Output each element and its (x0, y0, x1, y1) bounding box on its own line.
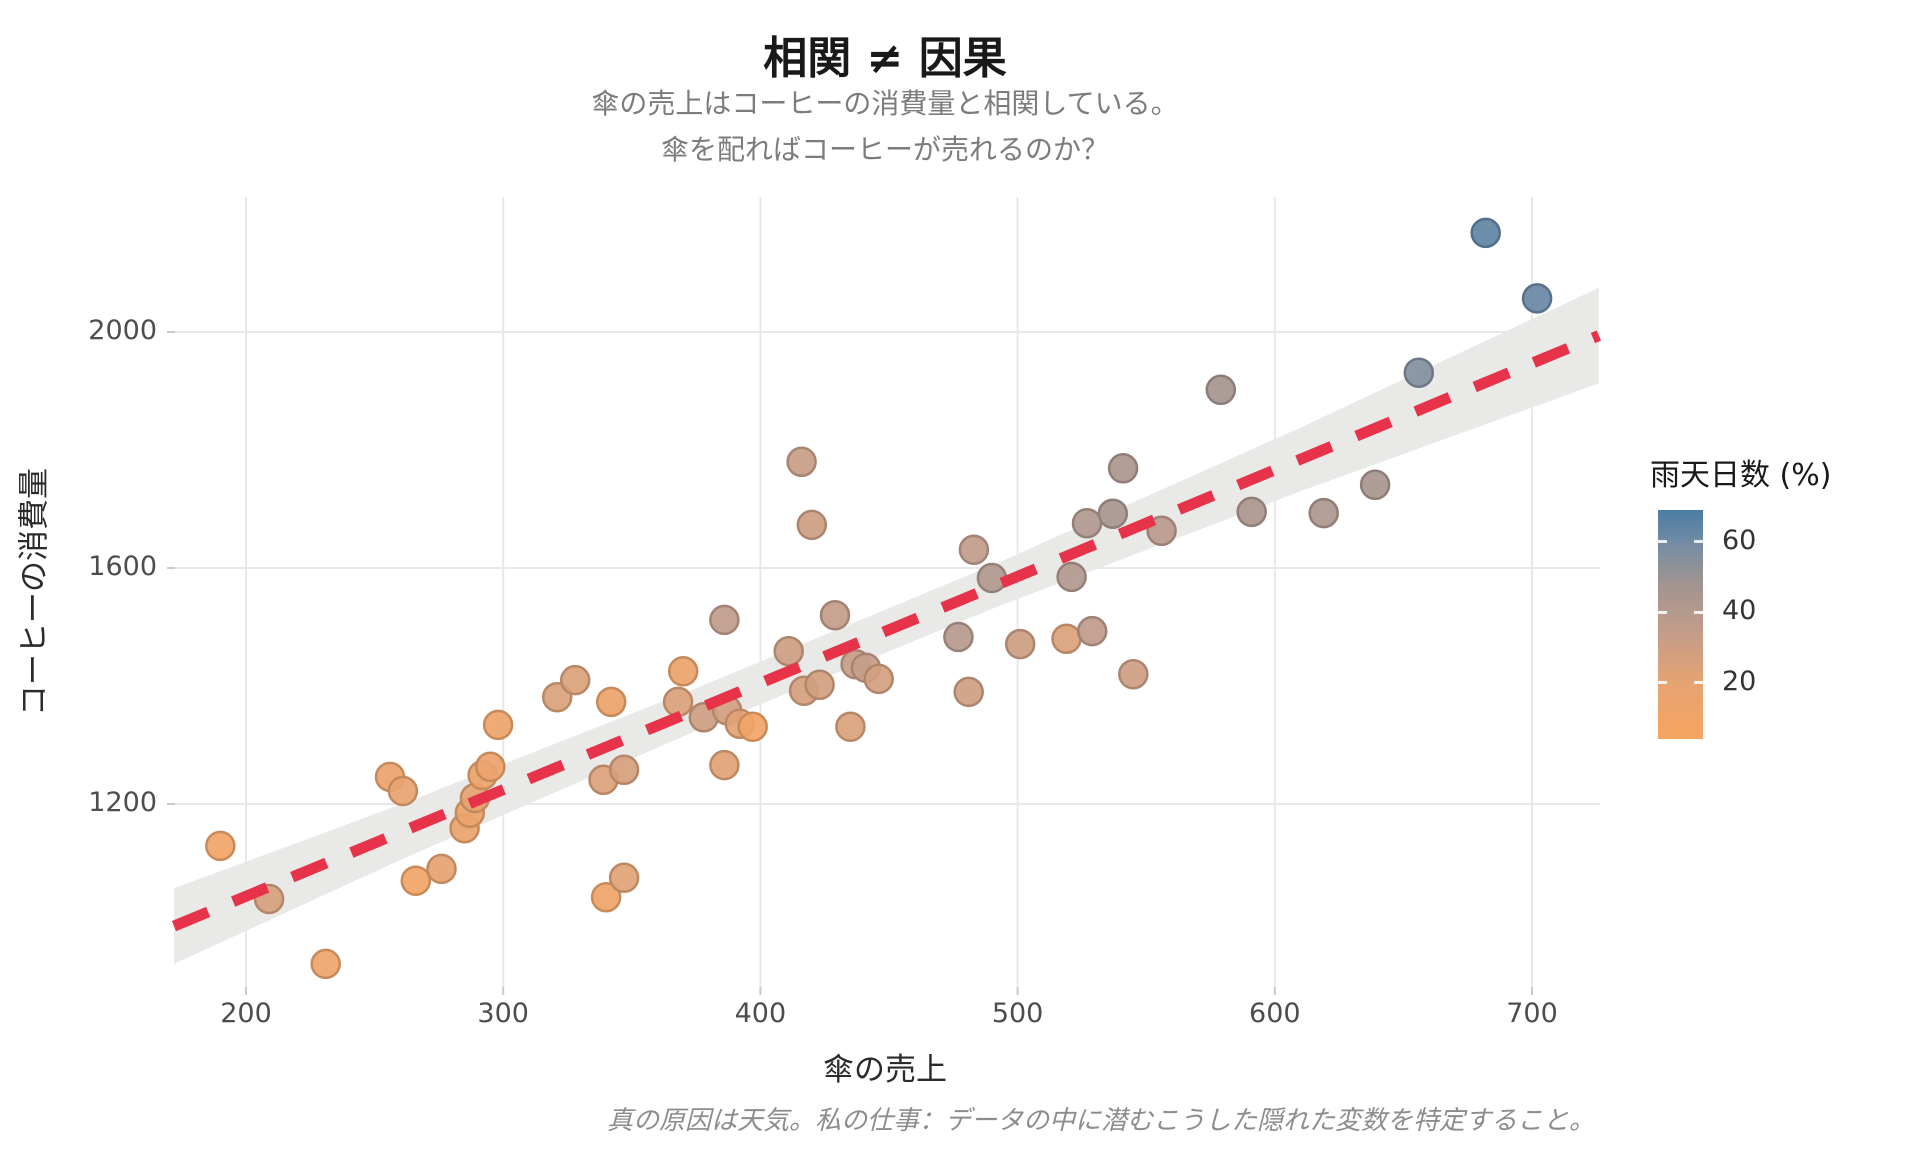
data-point (819, 599, 851, 631)
data-point (1205, 374, 1237, 406)
x-tick-label: 500 (991, 998, 1044, 1029)
data-point (595, 686, 627, 718)
legend-tick-mark (1694, 681, 1703, 685)
x-tick-label: 200 (220, 998, 272, 1029)
data-point (1056, 561, 1087, 593)
data-point (482, 709, 514, 741)
legend-title: 雨天日数 (%) (1650, 458, 1832, 493)
data-point (1097, 498, 1129, 529)
plot-panel (167, 197, 1601, 995)
data-point (1107, 453, 1139, 484)
data-point (1403, 357, 1435, 388)
data-point (953, 676, 984, 708)
data-point (426, 853, 457, 885)
legend-tick-mark (1658, 610, 1667, 614)
legend-tick-label: 60 (1722, 524, 1757, 556)
data-point (835, 711, 866, 742)
data-point (1051, 623, 1082, 655)
legend-tick-label: 20 (1722, 665, 1757, 697)
x-tick-label: 300 (477, 998, 529, 1029)
x-tick-label: 400 (734, 998, 787, 1029)
data-point (1004, 628, 1036, 660)
y-tick-label: 2000 (88, 315, 157, 346)
x-tick-label: 700 (1506, 998, 1558, 1029)
legend-tick-mark (1694, 610, 1703, 614)
trend-line (171, 330, 1601, 932)
chart-title: 相関 ≠ 因果 (763, 33, 1007, 84)
data-point (1470, 217, 1501, 249)
data-point (1118, 658, 1149, 690)
chart-caption: 真の原因は天気。私の仕事：データの中に潜むこうした隠れた変数を特定すること。 (606, 1106, 1595, 1136)
chart-subtitle-line2: 傘を配ればコーヒーが売れるのか？ (660, 133, 1109, 166)
y-tick-label: 1600 (88, 551, 157, 582)
data-point (863, 663, 894, 695)
data-point (709, 604, 740, 636)
legend-tick-mark (1694, 540, 1703, 544)
data-point (773, 635, 804, 667)
x-tick-label: 600 (1249, 998, 1301, 1029)
data-point (1076, 615, 1108, 647)
data-point (804, 669, 835, 701)
data-point (1308, 497, 1339, 529)
data-point (737, 711, 768, 742)
data-point (608, 754, 640, 786)
legend-tick-mark (1658, 540, 1667, 544)
data-point (590, 881, 622, 913)
data-point (400, 865, 432, 896)
data-point (310, 948, 341, 980)
data-point (475, 751, 506, 783)
x-axis-title: 傘の売上 (823, 1052, 947, 1088)
data-point (786, 446, 817, 478)
data-point (667, 656, 699, 687)
data-point (1071, 507, 1103, 539)
legend-tick-label: 40 (1722, 595, 1757, 627)
data-point (958, 534, 990, 565)
data-point (387, 775, 419, 807)
data-point (943, 621, 974, 653)
legend-colorbar (1658, 510, 1703, 739)
chart-subtitle-line1: 傘の売上はコーヒーの消費量と相関している。 (591, 87, 1179, 120)
data-point (796, 509, 828, 541)
data-point (559, 664, 591, 696)
data-point (205, 830, 236, 862)
data-point (1236, 496, 1267, 528)
legend-tick-mark (1658, 681, 1667, 685)
data-point (709, 749, 740, 781)
y-tick-label: 1200 (88, 787, 157, 818)
data-point (1521, 283, 1553, 314)
data-point (1359, 469, 1391, 501)
y-axis-title: コーヒーの消費量 (16, 468, 53, 716)
data-point (608, 862, 640, 894)
